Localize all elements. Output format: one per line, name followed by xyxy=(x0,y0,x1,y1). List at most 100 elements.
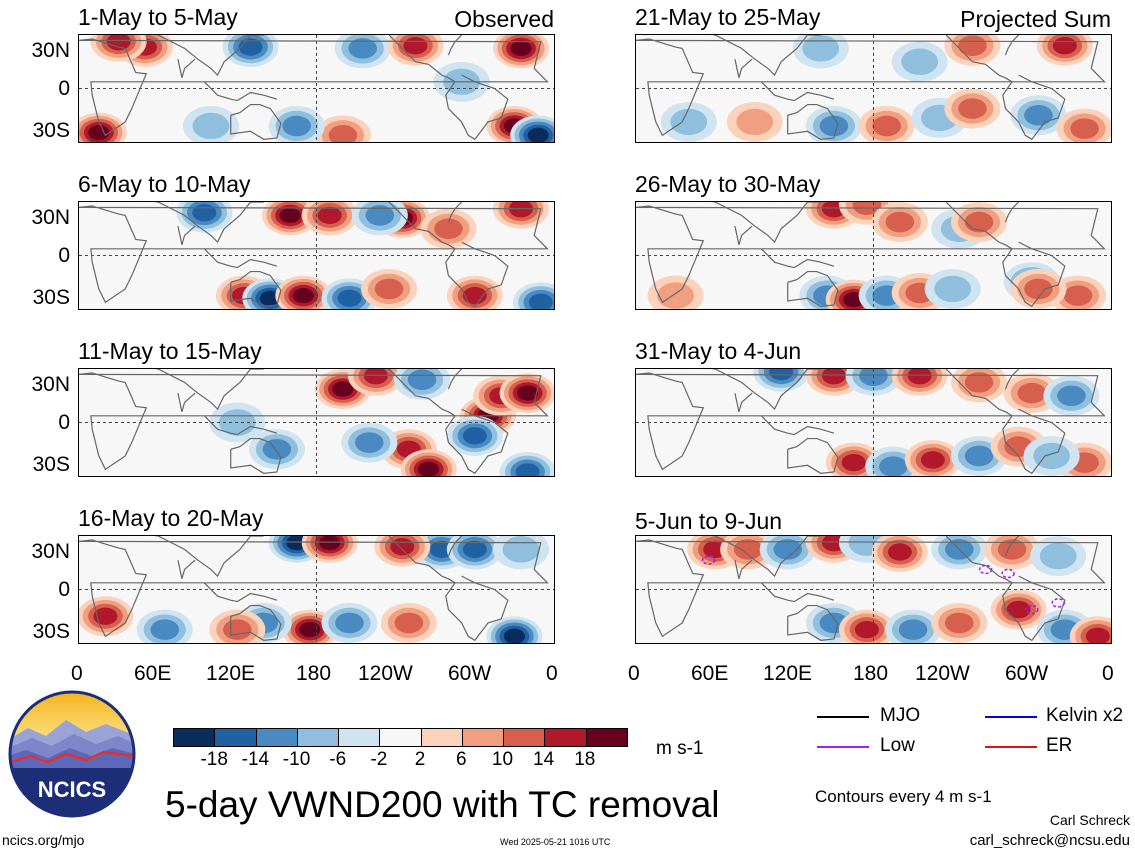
lon-label: 0 xyxy=(1102,662,1114,685)
heatmap-cell xyxy=(821,369,846,385)
lon-label: 120E xyxy=(763,662,813,685)
coastline xyxy=(1004,35,1020,56)
colorbar-tick-label: 6 xyxy=(455,749,467,770)
heatmap-cell xyxy=(319,536,341,551)
coastline xyxy=(447,202,463,223)
lon-label: 0 xyxy=(546,662,558,685)
heatmap-cell xyxy=(328,125,358,142)
heatmap-cell xyxy=(901,48,939,75)
lat-label: 30S xyxy=(32,620,70,643)
heatmap-cell xyxy=(1024,104,1053,126)
heatmap-cell xyxy=(192,112,230,140)
coastline xyxy=(734,392,753,412)
footer-email[interactable]: carl_schreck@ncsu.edu xyxy=(969,832,1130,849)
coastline xyxy=(1004,369,1020,390)
heatmap-cell xyxy=(394,612,424,634)
legend-label-kelvin: Kelvin x2 xyxy=(1046,705,1124,726)
colorbar-tick-label: 18 xyxy=(574,749,596,770)
low-wave-contour xyxy=(701,555,716,565)
heatmap-cell xyxy=(407,369,437,390)
lat-label: 30N xyxy=(31,540,70,563)
coastline xyxy=(760,81,835,102)
coastline xyxy=(177,392,196,412)
heatmap-cell xyxy=(898,619,928,640)
coastline xyxy=(734,58,753,78)
low-wave-contour xyxy=(1001,568,1015,579)
heatmap-cell xyxy=(885,211,915,233)
lon-label: 120W xyxy=(358,662,413,685)
heatmap-cell xyxy=(1052,37,1077,55)
heatmap-cell xyxy=(332,381,354,397)
coastline xyxy=(636,205,1106,304)
heatmap-cell xyxy=(1070,118,1099,139)
colorbar-swatch xyxy=(255,729,297,746)
heatmap-svg xyxy=(636,35,1111,142)
panel-tag: Observed xyxy=(454,6,554,32)
panel-title: 26-May to 30-May xyxy=(635,171,821,197)
heatmap-cell xyxy=(354,432,384,453)
heatmap-cell xyxy=(317,206,342,225)
colorbar-swatch xyxy=(296,729,339,746)
coastline xyxy=(636,38,1106,137)
coastline xyxy=(388,369,509,475)
heatmap-cell xyxy=(286,536,308,551)
lat-label: 0 xyxy=(58,411,70,434)
map-panel xyxy=(635,34,1112,143)
panel-title: 16-May to 20-May xyxy=(78,505,264,531)
heatmap-cell xyxy=(964,211,994,233)
lon-label: 180 xyxy=(296,662,332,685)
footer-timestamp: Wed 2025-05-21 1016 UTC xyxy=(500,837,611,847)
map-panel xyxy=(635,368,1112,477)
low-wave-contour xyxy=(978,564,993,575)
colorbar-tick-label: -10 xyxy=(282,749,311,770)
heatmap-cell xyxy=(434,218,463,240)
coastline xyxy=(787,103,839,140)
coastline xyxy=(734,559,753,579)
colorbar-tick-label: 14 xyxy=(533,749,555,770)
legend-line-mjo xyxy=(817,716,869,718)
lat-label: 0 xyxy=(58,77,70,100)
colorbar-swatch xyxy=(544,729,586,746)
coastline xyxy=(711,35,821,77)
heatmap-cell xyxy=(773,539,803,560)
coastline xyxy=(79,372,549,471)
colorbar-tick-label: -18 xyxy=(200,749,228,770)
heatmap-cell xyxy=(964,372,994,393)
coastline xyxy=(760,248,835,269)
coastline xyxy=(230,437,282,474)
colorbar-swatches xyxy=(173,728,628,747)
footer-link[interactable]: ncics.org/mjo xyxy=(2,832,85,848)
coastline xyxy=(79,539,549,638)
coastline xyxy=(711,202,821,244)
lon-label: 60E xyxy=(134,662,172,685)
heatmap-cell xyxy=(335,612,364,634)
heatmap-cell xyxy=(502,536,540,563)
heatmap-cell xyxy=(223,619,252,640)
heatmap-cell xyxy=(262,438,292,460)
heatmap-cell xyxy=(1006,600,1031,619)
colorbar-swatch xyxy=(174,729,215,746)
lat-label: 0 xyxy=(58,244,70,267)
main-title: 5-day VWND200 with TC removal xyxy=(165,784,720,825)
map-panel xyxy=(635,535,1112,644)
panel-tag: Projected Sum xyxy=(960,6,1111,32)
heatmap-cell xyxy=(802,35,840,62)
coastline xyxy=(447,536,463,557)
colorbar-swatch xyxy=(503,729,545,746)
coastline xyxy=(711,536,821,578)
heatmap-svg xyxy=(79,536,554,643)
coastline xyxy=(79,38,549,137)
heatmap-cell xyxy=(363,369,388,385)
heatmap-svg xyxy=(79,35,554,142)
legend-line-low xyxy=(817,746,869,748)
heatmap-cell xyxy=(879,456,908,476)
heatmap-cell xyxy=(1085,627,1110,643)
heatmap-cell xyxy=(88,125,110,141)
coastline xyxy=(787,604,839,641)
coastline xyxy=(388,202,509,308)
contour-note: Contours every 4 m s-1 xyxy=(815,787,992,806)
heatmap-cell xyxy=(462,286,487,305)
coastline xyxy=(79,205,549,304)
panel-title: 1-May to 5-May xyxy=(78,4,238,30)
heatmap-cell xyxy=(872,115,901,137)
